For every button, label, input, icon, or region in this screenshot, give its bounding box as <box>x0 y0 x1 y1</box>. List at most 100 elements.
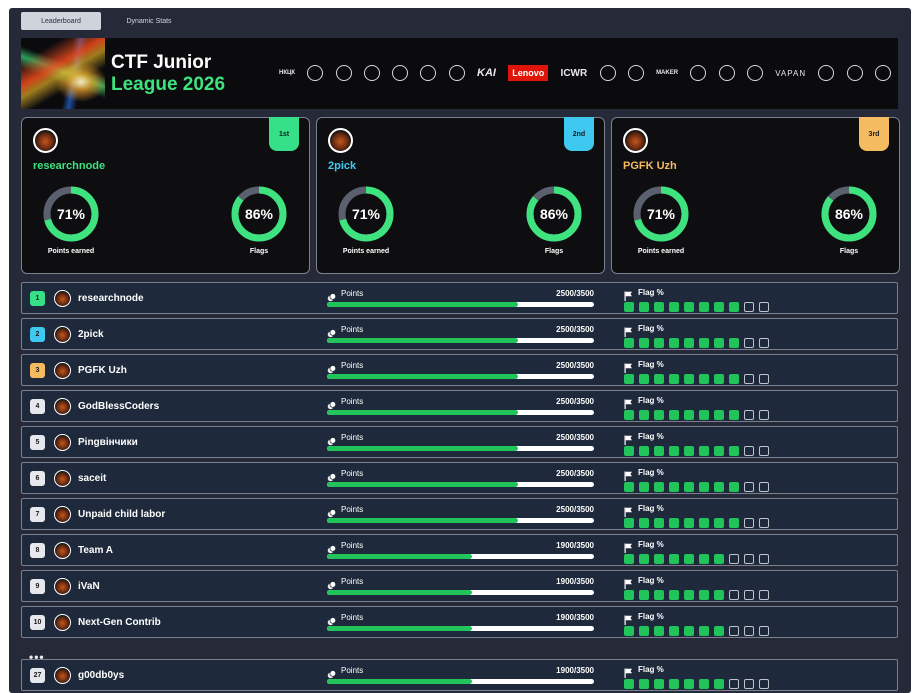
table-row[interactable]: 7 Unpaid child labor Points 2500/3500 Flag % <box>21 498 898 530</box>
points-earned-label: Points earned <box>47 248 95 255</box>
flag-captured <box>639 590 649 600</box>
team-avatar <box>54 614 71 631</box>
rank-badge: 2 <box>30 327 45 342</box>
tab-dynamic-stats[interactable]: Dynamic Stats <box>126 17 172 25</box>
flag-captured <box>639 374 649 384</box>
team-name[interactable]: Next-Gen Contrib <box>78 617 161 628</box>
team-name[interactable]: PGFK Uzh <box>623 160 677 172</box>
flag-captured <box>654 302 664 312</box>
flag-captured <box>714 679 724 689</box>
team-name[interactable]: 2pick <box>78 329 104 340</box>
flag-missing <box>759 679 769 689</box>
flag-captured <box>639 410 649 420</box>
team-name[interactable]: Team A <box>78 545 114 556</box>
event-title-line1: CTF Junior <box>111 52 212 73</box>
table-row[interactable]: 9 iVaN Points 1900/3500 Flag % <box>21 570 898 602</box>
flag-captured <box>699 590 709 600</box>
podium-card[interactable]: 1st researchnode 71% Points earned 86% Flags <box>21 117 310 274</box>
podium-card[interactable]: 3rd PGFK Uzh 71% Points earned 86% Flags <box>611 117 900 274</box>
table-row[interactable]: 5 Рingвінчики Points 2500/3500 Flag % <box>21 426 898 458</box>
team-avatar <box>623 128 648 153</box>
flag-captured <box>699 410 709 420</box>
points-value: 1900/3500 <box>556 666 594 675</box>
team-name[interactable]: saceit <box>78 473 107 484</box>
coins-icon <box>327 541 337 554</box>
team-name[interactable]: Unpaid child labor <box>78 509 166 520</box>
table-row[interactable]: 6 saceit Points 2500/3500 Flag % <box>21 462 898 494</box>
flag-captured <box>669 446 679 456</box>
podium-card[interactable]: 2nd 2pick 71% Points earned 86% Flags <box>316 117 605 274</box>
table-row[interactable]: 4 GodBlessCoders Points 2500/3500 Flag % <box>21 390 898 422</box>
team-name[interactable]: g00db0ys <box>78 670 125 681</box>
flag-captured <box>654 518 664 528</box>
flag-missing <box>759 302 769 312</box>
team-avatar <box>54 506 71 523</box>
sponsor-logo <box>818 65 835 81</box>
progress-ring <box>338 186 394 242</box>
place-badge: 1st <box>269 117 299 151</box>
ring-fill <box>526 186 582 242</box>
flag-icon <box>624 504 633 517</box>
team-name[interactable]: Рingвінчики <box>78 437 138 448</box>
flag-captured <box>714 338 724 348</box>
flag-icon <box>624 540 633 553</box>
flag-captured <box>714 482 724 492</box>
team-name[interactable]: researchnode <box>33 160 106 172</box>
flag-missing <box>744 446 754 456</box>
flag-percent-label: Flag % <box>638 665 664 674</box>
table-row[interactable]: 8 Team A Points 1900/3500 Flag % <box>21 534 898 566</box>
tab-leaderboard[interactable]: Leaderboard <box>21 12 101 30</box>
table-row[interactable]: 1 researchnode Points 2500/3500 Flag % <box>21 282 898 314</box>
flag-captured <box>684 626 694 636</box>
event-banner: CTF Junior League 2026 НКЦК KAI Lenovo ICWR… <box>21 38 898 109</box>
flag-missing <box>744 518 754 528</box>
flag-captured <box>624 679 634 689</box>
points-progress-fill <box>327 338 518 343</box>
coins-icon <box>327 361 337 374</box>
team-name[interactable]: PGFK Uzh <box>78 365 127 376</box>
flag-captured <box>699 679 709 689</box>
team-name[interactable]: researchnode <box>78 293 144 304</box>
flag-indicators <box>624 446 769 456</box>
team-name[interactable]: 2pick <box>328 160 357 172</box>
place-badge: 3rd <box>859 117 889 151</box>
table-row[interactable]: 27 g00db0ys Points 1900/3500 Flag % <box>21 659 898 691</box>
rank-badge: 10 <box>30 615 45 630</box>
flag-icon <box>624 288 633 301</box>
flag-percent-label: Flag % <box>638 576 664 585</box>
points-progress-bar <box>327 302 594 307</box>
table-row[interactable]: 10 Next-Gen Contrib Points 1900/3500 Flag % <box>21 606 898 638</box>
team-avatar <box>54 326 71 343</box>
flag-captured <box>699 554 709 564</box>
flag-captured <box>729 482 739 492</box>
points-value: 2500/3500 <box>556 505 594 514</box>
flag-captured <box>654 679 664 689</box>
coins-icon <box>327 577 337 590</box>
points-progress-bar <box>327 338 594 343</box>
flag-missing <box>744 590 754 600</box>
table-row[interactable]: 3 PGFK Uzh Points 2500/3500 Flag % <box>21 354 898 386</box>
table-row[interactable]: 2 2pick Points 2500/3500 Flag % <box>21 318 898 350</box>
flags-value: 86% <box>244 206 274 222</box>
points-progress-fill <box>327 626 472 631</box>
flags-value: 86% <box>539 206 569 222</box>
flag-captured <box>639 626 649 636</box>
flag-missing <box>759 338 769 348</box>
flag-indicators <box>624 626 769 636</box>
sponsor-logo: VAPAN <box>775 68 807 78</box>
points-progress-bar <box>327 679 594 684</box>
team-name[interactable]: GodBlessCoders <box>78 401 160 412</box>
flag-percent-label: Flag % <box>638 396 664 405</box>
team-name[interactable]: iVaN <box>78 581 100 592</box>
points-value: 2500/3500 <box>556 289 594 298</box>
rank-badge: 8 <box>30 543 45 558</box>
flag-percent-label: Flag % <box>638 540 664 549</box>
team-avatar <box>54 362 71 379</box>
flag-missing <box>759 626 769 636</box>
flag-missing <box>759 518 769 528</box>
rank-badge: 9 <box>30 579 45 594</box>
progress-ring <box>43 186 99 242</box>
points-value: 2500/3500 <box>556 361 594 370</box>
points-progress-bar <box>327 590 594 595</box>
progress-ring <box>633 186 689 242</box>
